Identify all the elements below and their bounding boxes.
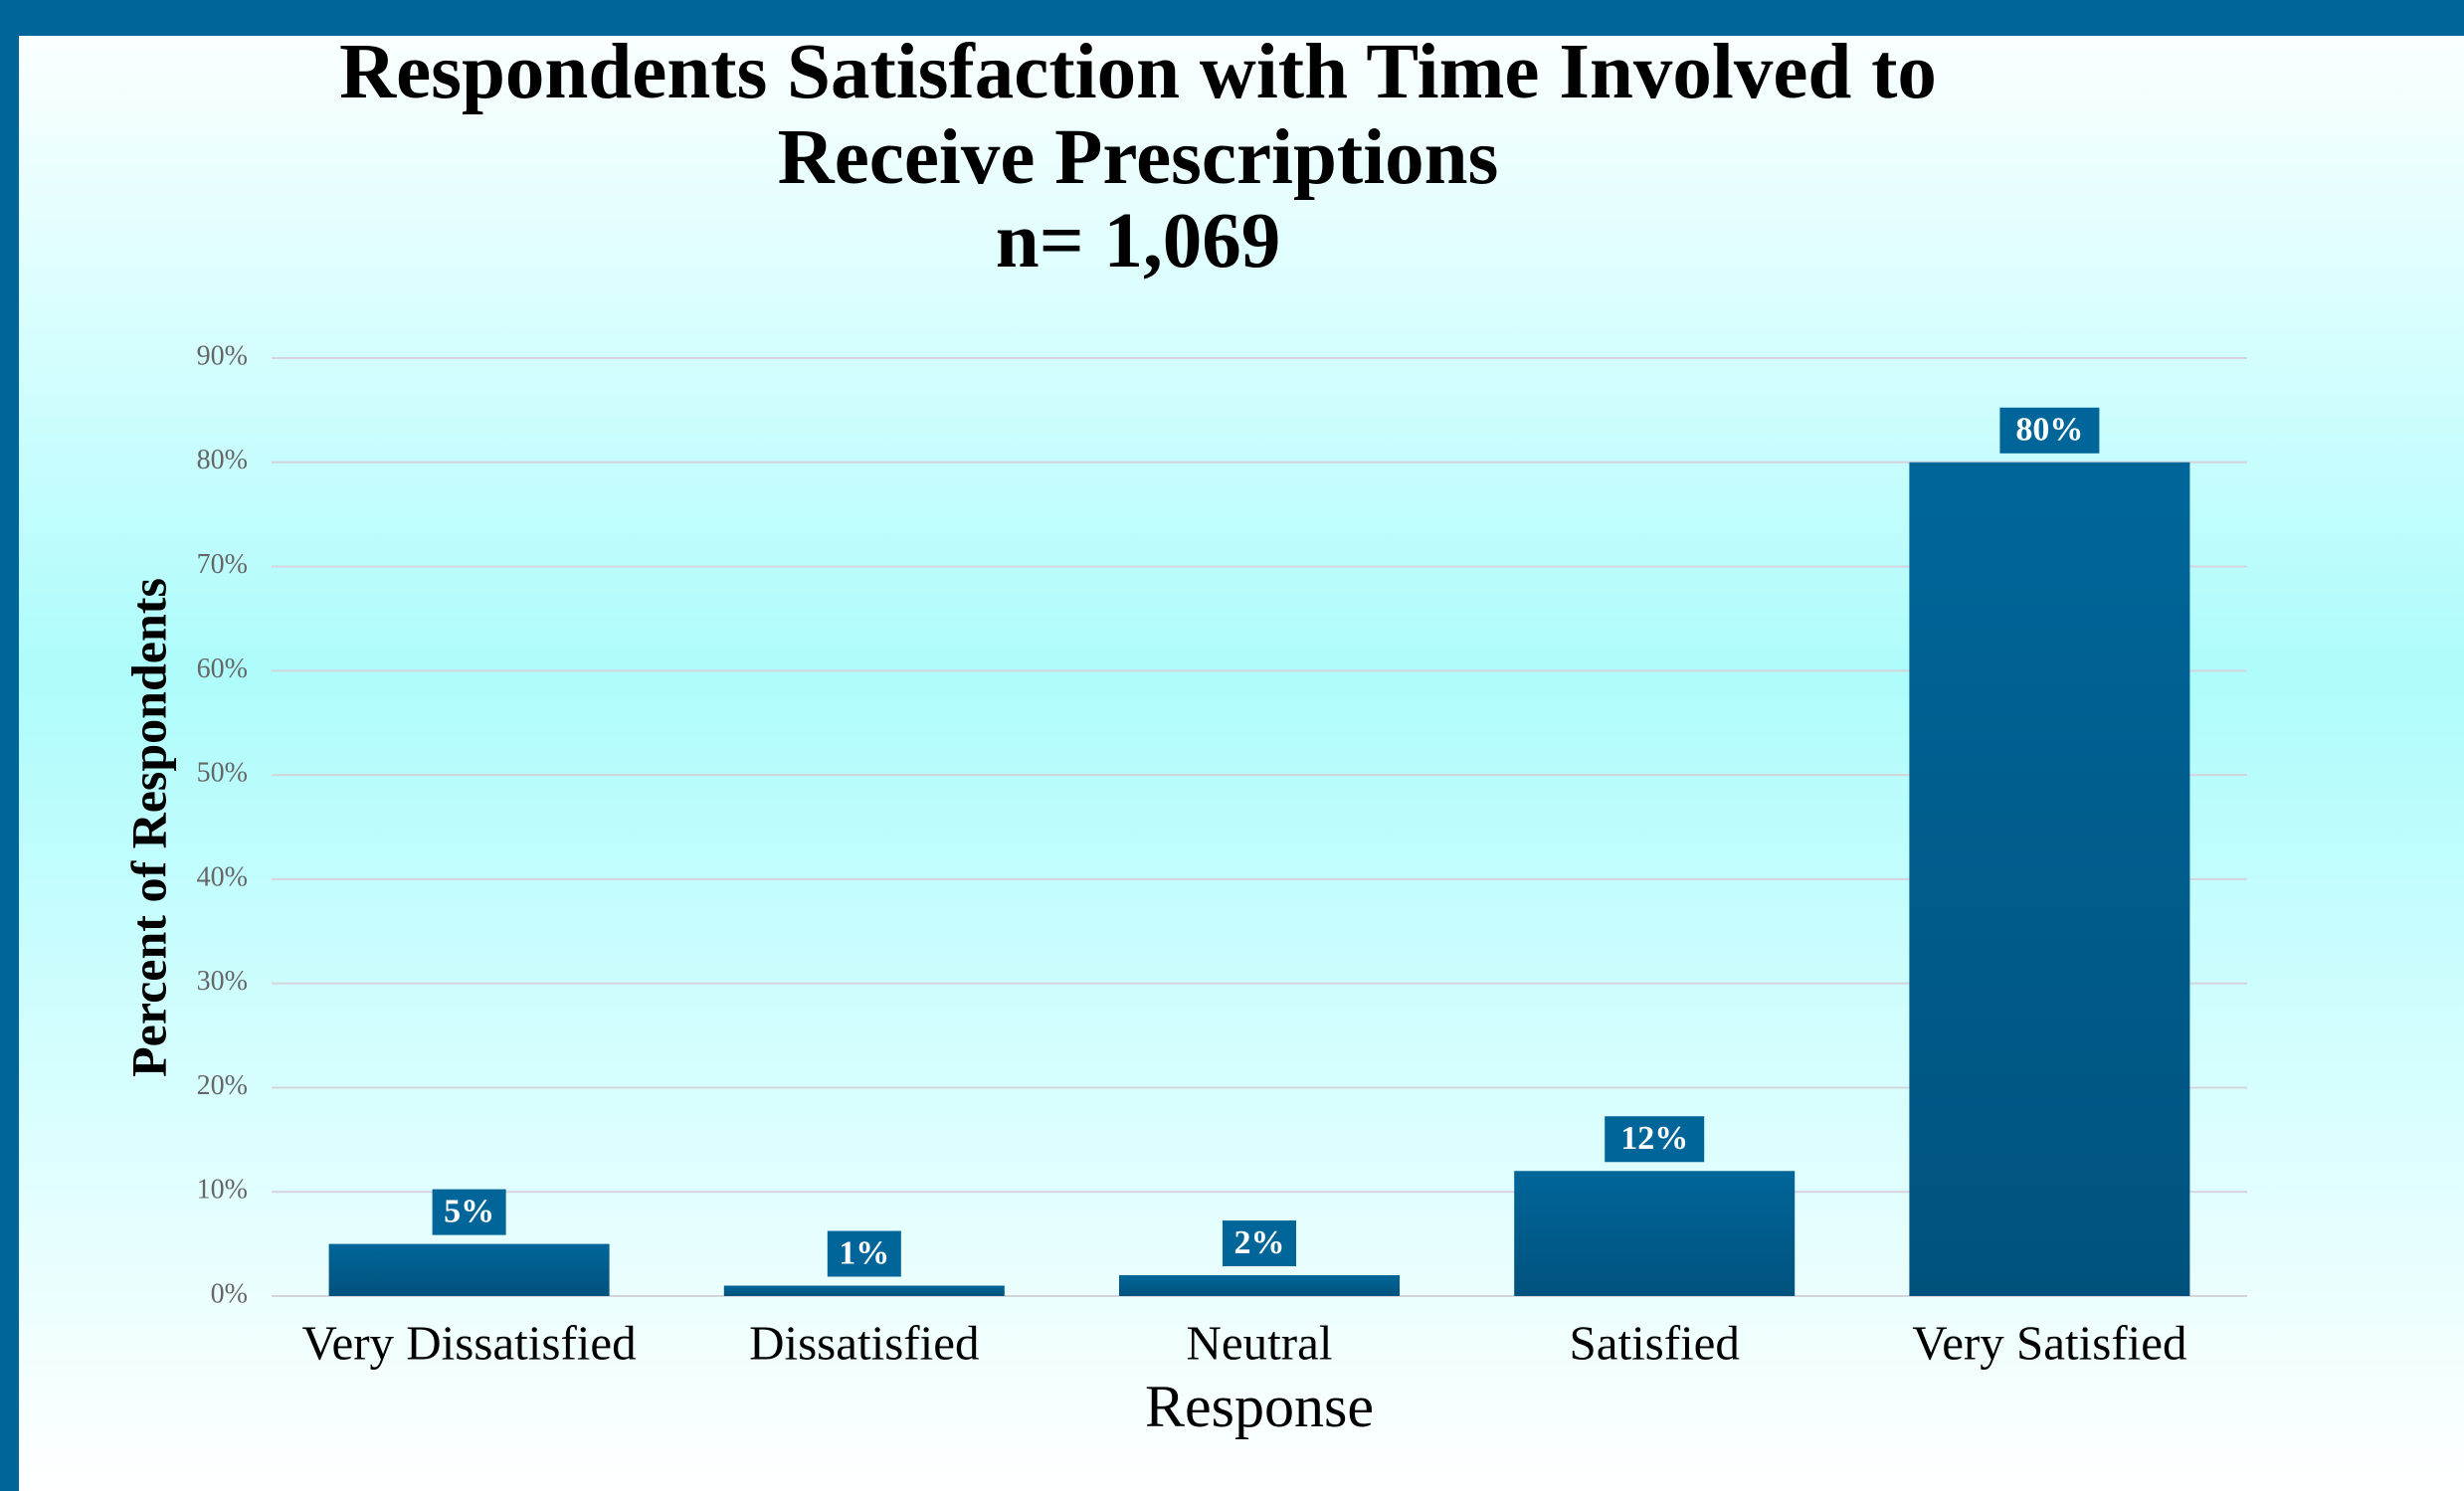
x-tick-label: Satisfied xyxy=(1569,1315,1739,1370)
y-tick-label: 60% xyxy=(197,653,248,684)
y-tick-label: 70% xyxy=(197,549,248,580)
x-tick-label: Dissatisfied xyxy=(749,1315,979,1370)
y-tick-label: 80% xyxy=(197,445,248,475)
y-tick-label: 40% xyxy=(197,861,248,892)
y-tick-label: 0% xyxy=(211,1278,248,1309)
y-tick-label: 20% xyxy=(197,1070,248,1101)
data-label: 2% xyxy=(1234,1224,1285,1261)
y-tick-label: 30% xyxy=(197,966,248,997)
bar xyxy=(1514,1171,1796,1296)
y-tick-label: 10% xyxy=(197,1175,248,1206)
y-tick-label: 90% xyxy=(197,340,248,371)
y-tick-label: 50% xyxy=(197,758,248,789)
x-axis-label: Response xyxy=(1145,1374,1374,1439)
bar xyxy=(328,1243,610,1296)
data-label-box xyxy=(827,1230,901,1277)
data-label-box xyxy=(432,1189,506,1235)
data-label-box xyxy=(1999,407,2100,454)
bar xyxy=(723,1285,1005,1296)
top-border xyxy=(0,0,2464,36)
x-tick-label: Very Satisfied xyxy=(1912,1315,2186,1370)
x-tick-label: Neutral xyxy=(1187,1315,1333,1370)
data-label: 12% xyxy=(1620,1120,1688,1157)
bar xyxy=(1909,462,2190,1296)
x-tick-label: Very Dissatisfied xyxy=(302,1315,637,1370)
chart-title: Receive Prescriptions xyxy=(778,114,1499,201)
y-axis-label: Percent of Respondents xyxy=(120,578,176,1077)
data-label-box xyxy=(1605,1116,1705,1163)
data-label: 80% xyxy=(2015,412,2083,449)
left-border xyxy=(0,0,19,1491)
data-label: 1% xyxy=(839,1234,889,1271)
bar xyxy=(1118,1275,1401,1296)
data-label: 5% xyxy=(444,1193,494,1229)
chart-subtitle: n= 1,069 xyxy=(996,198,1280,284)
chart-title: Respondents Satisfaction with Time Invol… xyxy=(339,29,1937,115)
data-label-box xyxy=(1223,1220,1296,1267)
